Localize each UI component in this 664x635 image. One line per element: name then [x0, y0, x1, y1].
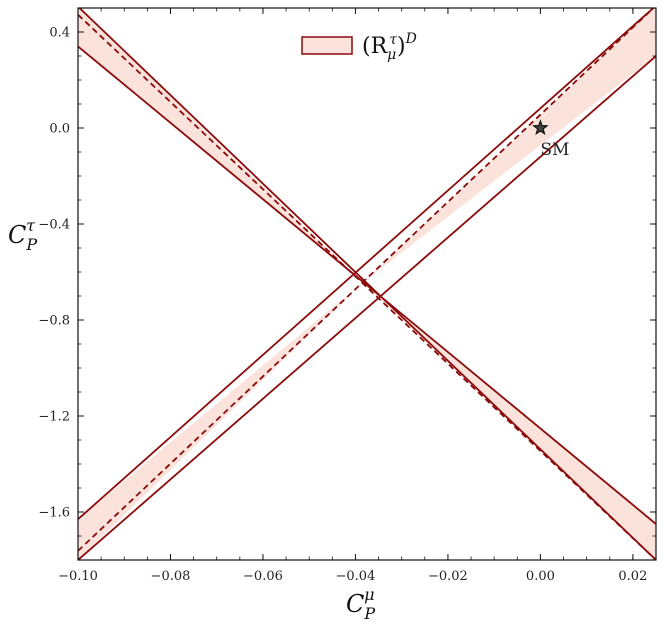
x-tick-label: −0.10 — [58, 569, 98, 584]
plot-frame — [77, 7, 657, 561]
legend-label: (Rμτ)D — [362, 31, 417, 63]
band-edge-3 — [78, 45, 656, 525]
axis-tick-labels: −0.10 −0.08 −0.06 −0.04 −0.02 0.00 0.02 0.4 0.0 −… — [38, 26, 647, 585]
band-region-0 — [78, 8, 363, 283]
legend-swatch — [301, 36, 353, 55]
axis-ticks — [77, 7, 657, 561]
sm-star-marker — [532, 119, 549, 136]
band-edge-5 — [78, 55, 656, 560]
y-tick-label: −0.8 — [38, 314, 70, 329]
sm-annotation: SM — [532, 119, 569, 160]
y-tick-label: −1.6 — [38, 506, 70, 521]
band-edge-4 — [78, 8, 655, 520]
y-tick-label: 0.0 — [49, 122, 70, 137]
x-tick-label: 0.00 — [526, 569, 555, 584]
central-line-0 — [78, 14, 656, 560]
x-tick-label: −0.02 — [428, 569, 468, 584]
x-tick-label: −0.06 — [243, 569, 283, 584]
series-lines — [78, 8, 656, 560]
y-axis-label: CPτ — [8, 216, 37, 254]
x-axis-label: CPμ — [346, 585, 375, 623]
y-tick-label: 0.4 — [49, 26, 70, 41]
band-region-2 — [78, 282, 363, 560]
y-tick-label: −0.4 — [38, 218, 70, 233]
x-tick-label: −0.08 — [151, 569, 191, 584]
x-tick-label: −0.04 — [336, 569, 376, 584]
x-tick-label: 0.02 — [618, 569, 647, 584]
central-line-1 — [78, 8, 655, 552]
band-edge-2 — [78, 8, 656, 560]
legend: (Rμτ)D — [301, 31, 417, 63]
sm-label: SM — [540, 140, 569, 160]
y-tick-label: −1.2 — [38, 410, 70, 425]
